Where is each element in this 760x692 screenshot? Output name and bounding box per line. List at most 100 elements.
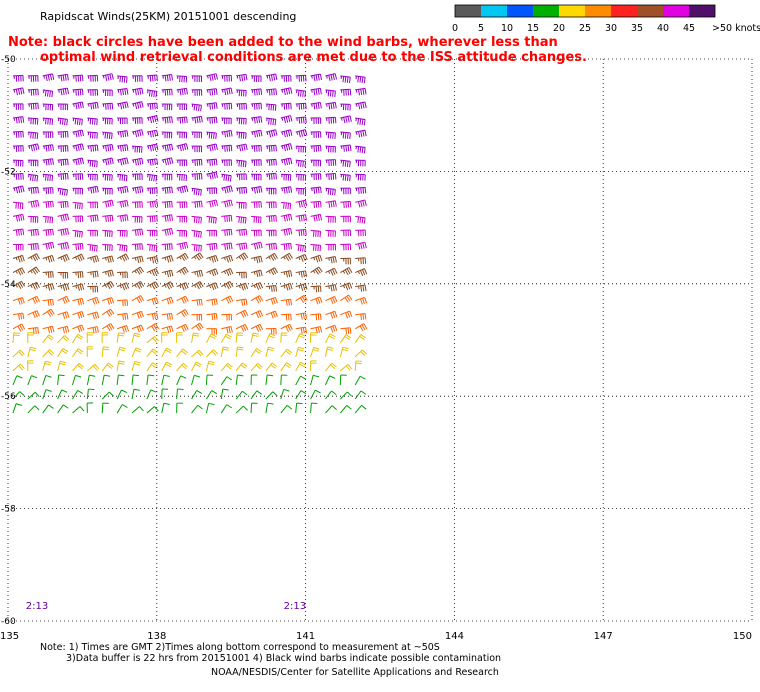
barb-half-feather [282, 118, 283, 121]
barb-feather [246, 229, 247, 235]
barb-staff [251, 403, 252, 413]
barb-half-feather [254, 272, 255, 275]
barb-feather [33, 244, 34, 250]
x-tick-label: 141 [296, 631, 315, 642]
barb-feather [350, 145, 351, 151]
barb-feather [53, 272, 54, 278]
barb-staff [251, 146, 261, 147]
barb-feather [36, 187, 37, 193]
barb-feather [46, 217, 47, 223]
barb-feather [274, 244, 275, 250]
barb-feather [231, 229, 232, 235]
barb-feather [150, 104, 151, 110]
barb-half-feather [356, 104, 357, 107]
barb-half-feather [165, 272, 166, 275]
barb-half-feather [133, 132, 134, 135]
barb-feather [212, 117, 213, 123]
barb-feather [90, 161, 91, 167]
barb-staff [236, 103, 246, 104]
colorbar-label: 25 [579, 23, 591, 34]
barb-feather [78, 272, 79, 278]
barb-half-feather [148, 132, 149, 135]
barb-feather [126, 246, 127, 252]
barb-feather [37, 133, 38, 139]
barb-staff [102, 244, 112, 245]
barb-half-feather [208, 76, 209, 79]
barb-feather [271, 216, 272, 222]
barb-feather [155, 75, 156, 81]
barb-feather [321, 201, 322, 207]
barb-half-feather [118, 104, 119, 107]
barb-staff [147, 216, 157, 217]
colorbar-label: 5 [478, 23, 484, 34]
barb-staff [281, 314, 291, 315]
barb-half-feather [118, 188, 119, 191]
barb-feather [276, 173, 277, 179]
barb-half-feather [150, 258, 151, 261]
barb-half-feather [299, 272, 300, 275]
barb-feather [94, 245, 95, 251]
barb-feather [301, 117, 302, 123]
colorbar-label: 20 [553, 23, 565, 34]
barb-feather [48, 272, 49, 278]
barb-feather [201, 246, 202, 252]
barb-staff [13, 131, 23, 132]
barb-feather [197, 202, 198, 208]
colorbar-swatch [481, 5, 507, 17]
barb-feather [216, 133, 217, 139]
barb-feather [109, 133, 110, 139]
x-tick-label: 135 [0, 631, 19, 642]
barb-feather [31, 104, 32, 110]
barb-feather [316, 202, 317, 208]
barb-feather [241, 161, 242, 167]
barb-feather [80, 231, 81, 237]
barb-half-feather [252, 132, 253, 135]
barb-feather [92, 245, 93, 251]
note-line-1: Note: black circles have been added to t… [8, 35, 558, 50]
barb-feather [97, 119, 98, 125]
barb-feather [330, 90, 331, 96]
barb-staff [102, 403, 103, 413]
contamination-note: Note: black circles have been added to t… [8, 35, 587, 65]
barb-feather [348, 145, 349, 151]
barb-feather [343, 175, 344, 181]
barb-feather [194, 245, 195, 251]
x-tick-label: 147 [594, 631, 613, 642]
barb-feather [95, 145, 96, 151]
barb-feather [305, 161, 306, 167]
barb-feather [225, 146, 226, 152]
barb-feather [214, 244, 215, 250]
barb-feather [276, 145, 277, 151]
barb-feather [120, 175, 121, 181]
barb-feather [68, 159, 69, 165]
barb-feather [244, 230, 245, 236]
barb-feather [344, 146, 345, 152]
barb-feather [152, 245, 153, 251]
barb-half-feather [237, 146, 238, 149]
colorbar-label: >50 knots [712, 23, 760, 34]
barb-feather [271, 286, 272, 292]
barb-feather [184, 117, 185, 123]
barb-feather [122, 245, 123, 251]
footer-line-3: NOAA/NESDIS/Center for Satellite Applica… [211, 667, 499, 678]
barb-feather [112, 215, 113, 221]
y-tick-label: -50 [1, 55, 16, 65]
barb-feather [288, 203, 289, 209]
barb-feather [108, 216, 109, 222]
barb-feather [133, 375, 139, 376]
x-tick-label: 144 [445, 631, 464, 642]
barb-feather [120, 245, 121, 251]
barb-feather [359, 188, 360, 194]
barb-feather [301, 230, 302, 236]
barb-feather [350, 175, 351, 181]
barb-feather [214, 117, 215, 123]
barb-feather [124, 245, 125, 251]
barb-feather [199, 245, 200, 251]
barb-feather [346, 328, 347, 334]
barb-feather [269, 216, 270, 222]
barb-feather [348, 328, 349, 334]
barb-feather [82, 232, 83, 238]
note-line-2: optimal wind retrieval conditions are me… [40, 50, 587, 65]
barb-half-feather [44, 76, 45, 79]
barb-feather [172, 201, 173, 207]
